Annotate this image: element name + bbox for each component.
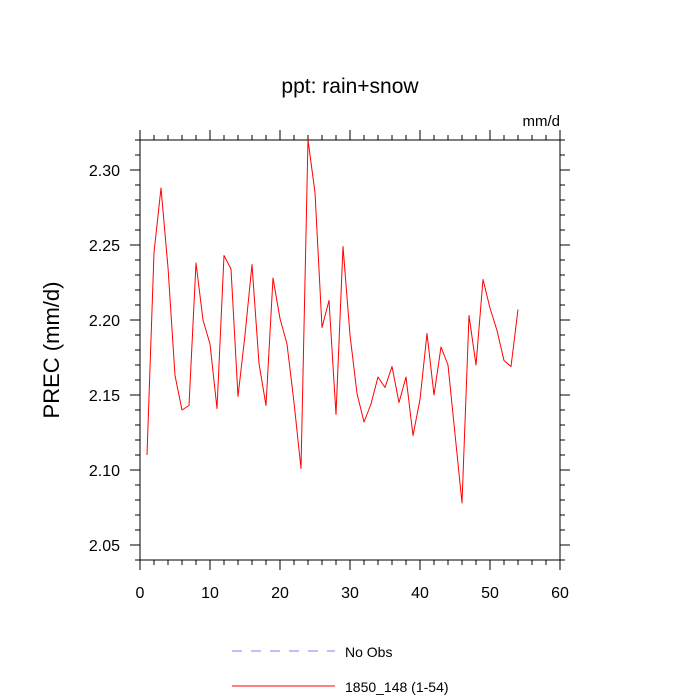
x-tick-label: 10 [201,585,219,602]
y-tick-label: 2.20 [89,313,120,330]
axes-group: 0 10 20 30 40 50 60 2.05 2.10 2.15 2.20 2.25 2.30 [89,130,570,602]
series-group [146,139,519,504]
legend-label: No Obs [345,644,392,660]
y-tick-label: 2.25 [89,238,120,255]
series-line [146,139,519,504]
x-tick-label: 0 [136,585,145,602]
chart-title: ppt: rain+snow [281,75,419,98]
legend-label: 1850_148 (1-54) [345,679,449,695]
y-tick-label: 2.15 [89,388,120,405]
y-tick-label: 2.05 [89,538,120,555]
y-tick-label: 2.10 [89,463,120,480]
x-tick-label: 40 [411,585,429,602]
units-label: mm/d [523,113,561,130]
x-tick-label: 20 [271,585,289,602]
x-tick-label: 60 [551,585,569,602]
y-axis-label: PREC (mm/d) [39,282,64,419]
y-tick-label: 2.30 [89,163,120,180]
x-tick-label: 50 [481,585,499,602]
legend: No Obs 1850_148 (1-54) [232,644,449,695]
x-tick-label: 30 [341,585,359,602]
plot-frame [139,139,561,561]
